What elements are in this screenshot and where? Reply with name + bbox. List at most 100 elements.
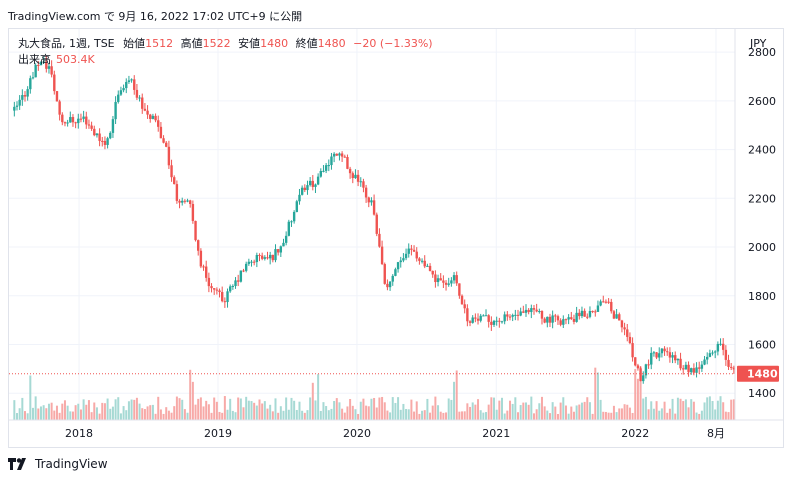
candle-body [220,292,224,302]
ohlc-legend: 丸大食品, 1週, TSE 始値1512 高値1522 安値1480 終値148… [18,35,433,51]
volume-bar [325,406,328,420]
candle-body [506,314,509,317]
candle-body [484,315,488,317]
volume-bar [154,413,157,420]
volume-bar [295,409,298,420]
y-tick-label: 2000 [748,241,776,254]
volume-bar [578,404,581,420]
candle-body [732,367,736,370]
candle-body [615,314,618,319]
volume-bar [343,412,346,420]
volume-bar [71,411,74,420]
volume-bar [362,398,365,420]
volume-bar [631,412,634,420]
volume-bar [564,405,567,420]
symbol-label[interactable]: 丸大食品, 1週, TSE [18,37,115,50]
candle-body [95,133,99,136]
volume-bar [426,398,429,420]
candle-body [276,249,280,253]
volume-bar [684,399,687,420]
volume-bar [114,399,117,420]
volume-bar [596,372,599,420]
volume-bar [194,404,197,420]
volume-bar [285,397,288,420]
volume-bar [143,409,146,420]
volume-bar [599,399,602,420]
candle-body [418,258,421,261]
candle-body [602,301,605,303]
volume-bar [282,410,285,420]
candle-body [191,203,195,221]
candle-body [37,64,40,66]
volume-bar [215,401,218,420]
volume-bar [269,404,272,420]
volume-bar [535,409,538,420]
candle-body [173,177,176,185]
candle-body [642,375,645,382]
volume-bar [311,382,314,420]
candle-body [514,314,517,316]
candle-body [530,308,533,313]
volume-bar [378,397,381,420]
candle-body [181,200,184,203]
volume-bar [351,405,354,420]
volume-bar [327,410,330,420]
candle-body [604,301,608,303]
volume-bar [303,412,306,420]
volume-bar [69,411,72,420]
volume-bar [183,409,186,420]
candle-body [151,115,155,119]
volume-bar [660,408,663,420]
volume-bar [202,406,205,420]
candle-body [599,301,602,306]
candle-body [143,108,147,111]
candle-body [268,254,272,259]
volume-bar [39,406,42,420]
candle-body [284,235,288,243]
candle-body [719,343,722,345]
candle-body [266,257,269,259]
candle-body [479,315,482,321]
candle-body [29,78,32,90]
volume-bar [167,410,170,420]
candle-body [263,257,267,259]
candle-body [101,140,104,142]
volume-bar [652,408,655,420]
chart-frame[interactable] [8,28,784,448]
volume-bar [676,397,679,420]
candle-body [106,138,109,145]
candle-body [636,365,640,369]
volume-bar [538,403,541,420]
candle-body [428,265,432,271]
volume-bar [79,409,82,420]
volume-bar [690,399,693,420]
volume-bar [458,411,461,420]
volume-bar [159,409,162,420]
volume-bar [90,412,93,420]
brand-name: TradingView [35,457,108,471]
volume-bar [55,405,58,420]
volume-bar [479,410,482,420]
volume-bar [610,412,613,420]
volume-bar [612,405,615,420]
volume-bar [687,407,690,420]
candle-body [578,312,581,317]
volume-bar [170,412,173,420]
volume-bar [695,412,698,420]
volume-bar [461,411,464,420]
candle-body [218,290,221,293]
candle-body [141,97,144,109]
volume-bar [165,407,168,420]
candle-body [354,174,357,179]
candle-body [727,359,730,367]
volume-bar [495,409,498,420]
volume-bar [317,374,320,420]
volume-bar [370,398,373,420]
candle-body [394,269,397,276]
volume-bar [498,400,501,420]
volume-bar [162,413,165,420]
brand-footer[interactable]: TradingView [8,457,108,471]
candle-body [50,66,53,75]
candle-body [687,364,690,373]
